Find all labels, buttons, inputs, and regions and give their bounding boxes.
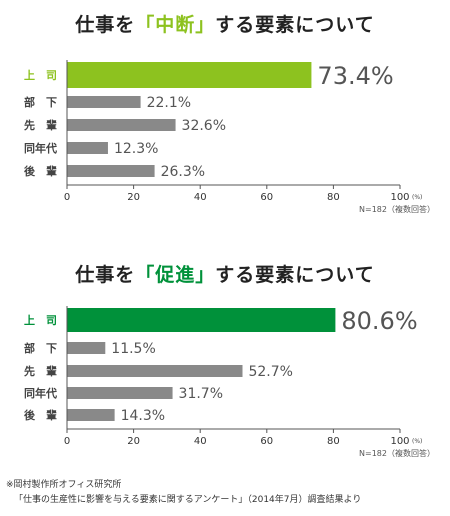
chart-1-title-post: する要素について xyxy=(215,14,375,36)
chart-1-category-label: 部 下 xyxy=(24,95,57,109)
chart-2-value-label: 31.7% xyxy=(179,386,223,402)
chart-1-x-tick-label: 40 xyxy=(194,192,207,203)
chart-1-bar xyxy=(67,165,155,177)
chart-1-bar xyxy=(67,96,141,108)
chart-2-bar xyxy=(67,365,243,377)
chart-2-category-label: 上 司 xyxy=(24,313,57,327)
chart-1-plot: 上 司 73.4% 部 下 22.1% 先 輩 32.6% 同年代 12.3% 後 輩 26.3%… xyxy=(24,60,435,214)
chart-2-plot: 上 司 80.6% 部 下 11.5% 先 輩 52.7% 同年代 31.7% 後 輩 14.3%… xyxy=(24,306,435,458)
chart-2-bar xyxy=(67,409,115,421)
chart-1-unit-label: (%) xyxy=(412,194,422,201)
chart-1-title-pre: 仕事を xyxy=(75,14,136,36)
chart-2-bar xyxy=(67,342,106,354)
chart-2-value-label: 11.5% xyxy=(111,341,155,357)
chart-2-bar xyxy=(67,387,173,399)
chart-2-title-post: する要素について xyxy=(215,264,375,286)
chart-2-x-tick-label: 100 xyxy=(390,436,409,447)
chart-2-unit-label: (%) xyxy=(412,438,422,445)
chart-1-x-tick-label: 20 xyxy=(127,192,140,203)
chart-2-bar xyxy=(67,308,336,332)
chart-2-sample-note: N=182（複数回答） xyxy=(359,448,435,458)
chart-1-x-tick-label: 100 xyxy=(390,192,409,203)
chart-2-x-tick-label: 80 xyxy=(327,436,340,447)
chart-1-x-tick-label: 80 xyxy=(327,192,340,203)
footer-survey: 「仕事の生産性に影響を与える要素に関するアンケート」（2014年7月）調査結果よ… xyxy=(14,495,362,505)
chart-2-title-pre: 仕事を xyxy=(75,264,136,286)
footer-source: ※岡村製作所オフィス研究所 xyxy=(6,480,122,490)
chart-1-bar xyxy=(67,119,176,131)
chart-2-title: 仕事を「促進」する要素について xyxy=(0,260,450,287)
chart-2-x-tick-label: 20 xyxy=(127,436,140,447)
chart-2-x-tick-label: 40 xyxy=(194,436,207,447)
chart-1-sample-note: N=182（複数回答） xyxy=(359,204,435,214)
chart-2-category-label: 先 輩 xyxy=(24,364,57,378)
chart-1-value-label: 12.3% xyxy=(114,141,158,157)
chart-2-x-tick-label: 0 xyxy=(64,436,70,447)
chart-1-category-label: 後 輩 xyxy=(24,164,57,178)
chart-1-value-label: 32.6% xyxy=(182,118,226,134)
chart-2-value-label: 14.3% xyxy=(121,408,165,424)
chart-2-x-tick-label: 60 xyxy=(260,436,273,447)
chart-1-title-highlight: 「中断」 xyxy=(135,14,216,36)
chart-1-category-label: 上 司 xyxy=(24,68,57,82)
chart-2-category-label: 同年代 xyxy=(24,386,57,400)
chart-1-value-label: 73.4% xyxy=(317,62,393,90)
chart-1-bar xyxy=(67,62,312,88)
chart-1-value-label: 22.1% xyxy=(147,95,191,111)
chart-2-title-highlight: 「促進」 xyxy=(135,264,216,286)
chart-1-title: 仕事を「中断」する要素について xyxy=(0,10,450,37)
chart-2-value-label: 80.6% xyxy=(341,307,417,335)
chart-1-category-label: 同年代 xyxy=(24,141,57,155)
chart-2-value-label: 52.7% xyxy=(248,364,292,380)
chart-1-bar xyxy=(67,142,108,154)
chart-2-category-label: 後 輩 xyxy=(24,408,57,422)
chart-2-category-label: 部 下 xyxy=(24,341,57,355)
chart-1-category-label: 先 輩 xyxy=(24,118,57,132)
chart-1-x-tick-label: 0 xyxy=(64,192,70,203)
chart-1-x-tick-label: 60 xyxy=(260,192,273,203)
chart-1-value-label: 26.3% xyxy=(161,164,205,180)
